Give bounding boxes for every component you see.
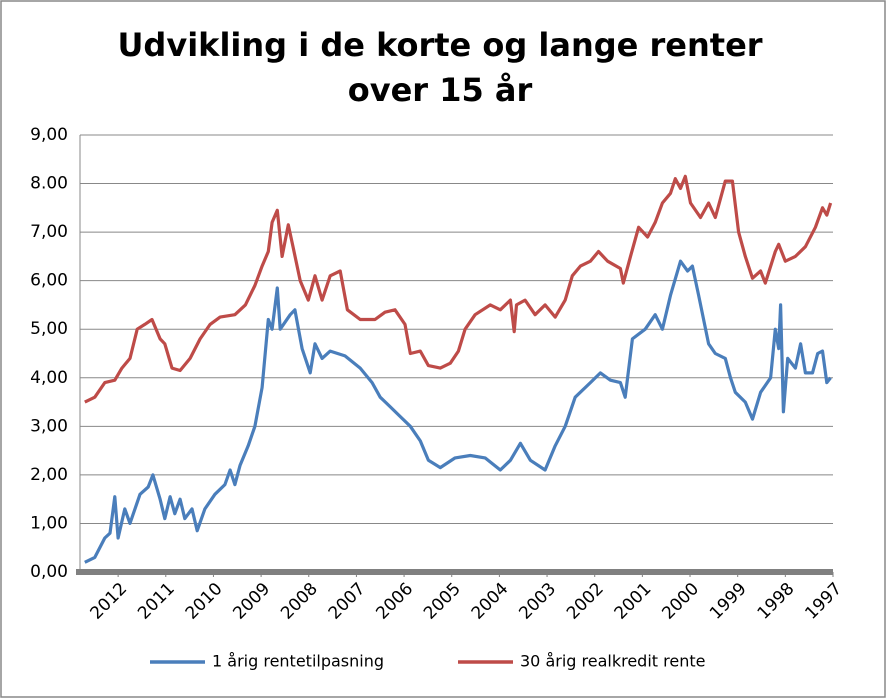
legend-label: 30 årig realkredit rente: [520, 652, 705, 671]
legend-label: 1 årig rentetilpasning: [212, 652, 384, 671]
chart-title: Udvikling i de korte og lange renter: [117, 26, 762, 64]
series-line: [84, 259, 832, 564]
y-tick-label: 2,00: [30, 465, 68, 485]
y-tick-label: 0,00: [30, 562, 68, 582]
y-tick-label: 1,00: [30, 513, 68, 533]
y-tick-label: 6,00: [30, 271, 68, 291]
y-tick-label: 9,00: [30, 125, 68, 145]
chart-subtitle: over 15 år: [348, 71, 533, 109]
y-tick-label: 3,00: [30, 416, 68, 436]
y-tick-label: 5,00: [30, 319, 68, 339]
y-tick-label: 7,00: [30, 222, 68, 242]
series-line: [84, 174, 833, 404]
y-tick-label: 4,00: [30, 368, 68, 388]
y-tick-label: 8.00: [30, 174, 68, 194]
